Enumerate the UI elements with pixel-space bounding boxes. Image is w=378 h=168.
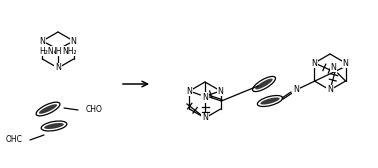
- Ellipse shape: [39, 104, 57, 114]
- Text: N: N: [202, 114, 208, 122]
- Text: N: N: [202, 94, 208, 102]
- Ellipse shape: [260, 97, 280, 104]
- Text: N: N: [71, 36, 76, 46]
- Text: N: N: [39, 36, 45, 46]
- Text: N: N: [331, 62, 336, 72]
- Text: N: N: [327, 86, 333, 94]
- Text: N: N: [293, 86, 299, 94]
- Text: N: N: [342, 58, 349, 68]
- Text: NH₂: NH₂: [62, 47, 77, 55]
- Ellipse shape: [44, 123, 64, 129]
- Text: CHO: CHO: [86, 106, 103, 115]
- Text: N: N: [311, 58, 318, 68]
- Text: NH₂: NH₂: [51, 47, 65, 55]
- Text: OHC: OHC: [5, 136, 22, 144]
- Ellipse shape: [255, 79, 273, 89]
- Text: N: N: [203, 93, 208, 101]
- Text: N: N: [218, 87, 223, 95]
- Text: N: N: [186, 87, 192, 95]
- Text: N: N: [55, 64, 61, 73]
- Text: H₂N: H₂N: [39, 47, 54, 55]
